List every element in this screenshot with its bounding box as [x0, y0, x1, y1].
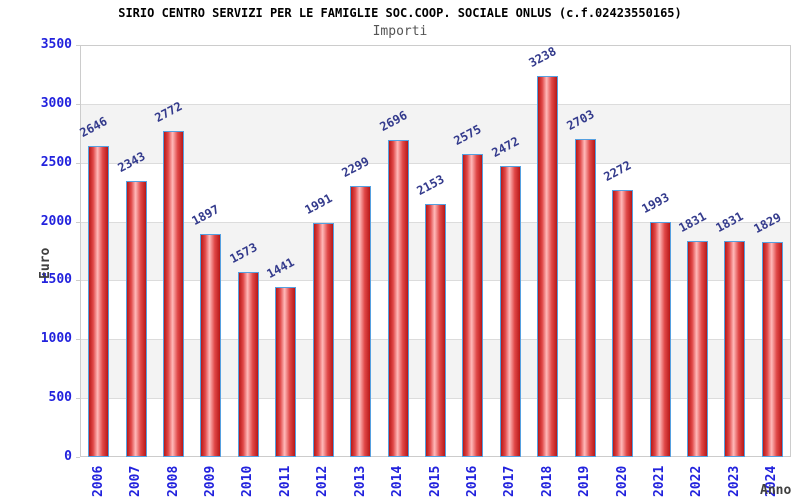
x-tick-label: 2014 [390, 465, 405, 497]
x-tick-label: 2010 [240, 465, 255, 497]
bar-2021 [650, 222, 671, 457]
bar-2019 [575, 139, 596, 457]
y-tick [76, 339, 80, 340]
bar-2006 [88, 146, 109, 457]
bar-2007 [126, 181, 147, 457]
bar-2024 [762, 242, 783, 457]
y-axis-title: Euro [38, 247, 53, 279]
y-tick-label: 500 [48, 390, 72, 405]
value-label: 3238 [526, 44, 559, 70]
chart-title: SIRIO CENTRO SERVIZI PER LE FAMIGLIE SOC… [118, 6, 682, 20]
x-tick-label: 2008 [166, 465, 181, 497]
y-tick-label: 1000 [40, 331, 72, 346]
y-tick-label: 0 [64, 449, 72, 464]
x-tick-label: 2016 [465, 465, 480, 497]
y-tick-label: 3500 [40, 37, 72, 52]
bar-2008 [163, 131, 184, 457]
x-tick-label: 2022 [689, 465, 704, 497]
plot-band [80, 103, 791, 163]
bar-2022 [687, 241, 708, 457]
x-tick-label: 2015 [428, 465, 443, 497]
x-tick-label: 2017 [502, 465, 517, 497]
bar-2014 [388, 140, 409, 457]
bar-2010 [238, 272, 259, 457]
bar-2009 [200, 234, 221, 457]
bar-2012 [313, 223, 334, 457]
bar-2016 [462, 154, 483, 457]
y-tick-label: 2000 [40, 214, 72, 229]
x-axis-title: Anno [760, 483, 792, 498]
bar-2023 [724, 241, 745, 457]
y-tick [76, 163, 80, 164]
gridline [80, 163, 791, 164]
x-tick-label: 2012 [315, 465, 330, 497]
bar-2020 [612, 190, 633, 457]
x-tick-label: 2009 [203, 465, 218, 497]
y-tick [76, 398, 80, 399]
chart-subtitle: Importi [372, 24, 428, 39]
x-tick-label: 2011 [278, 465, 293, 497]
x-tick-label: 2020 [615, 465, 630, 497]
bar-2015 [425, 204, 446, 457]
bar-2018 [537, 76, 558, 457]
x-tick-label: 2013 [353, 465, 368, 497]
bar-2013 [350, 186, 371, 457]
y-tick [76, 457, 80, 458]
x-tick-label: 2007 [128, 465, 143, 497]
value-label: 1993 [639, 190, 672, 216]
y-tick [76, 45, 80, 46]
gridline [80, 104, 791, 105]
y-tick-label: 2500 [40, 155, 72, 170]
value-label: 1991 [302, 191, 335, 217]
value-label: 2153 [414, 172, 447, 198]
y-tick-label: 1500 [40, 272, 72, 287]
x-tick-label: 2023 [727, 465, 742, 497]
bar-2017 [500, 166, 521, 457]
y-tick [76, 222, 80, 223]
y-tick-label: 3000 [40, 96, 72, 111]
x-tick-label: 2006 [91, 465, 106, 497]
bar-2011 [275, 287, 296, 457]
y-tick [76, 104, 80, 105]
x-tick-label: 2019 [577, 465, 592, 497]
x-tick-label: 2018 [540, 465, 555, 497]
x-tick-label: 2021 [652, 465, 667, 497]
y-tick [76, 280, 80, 281]
